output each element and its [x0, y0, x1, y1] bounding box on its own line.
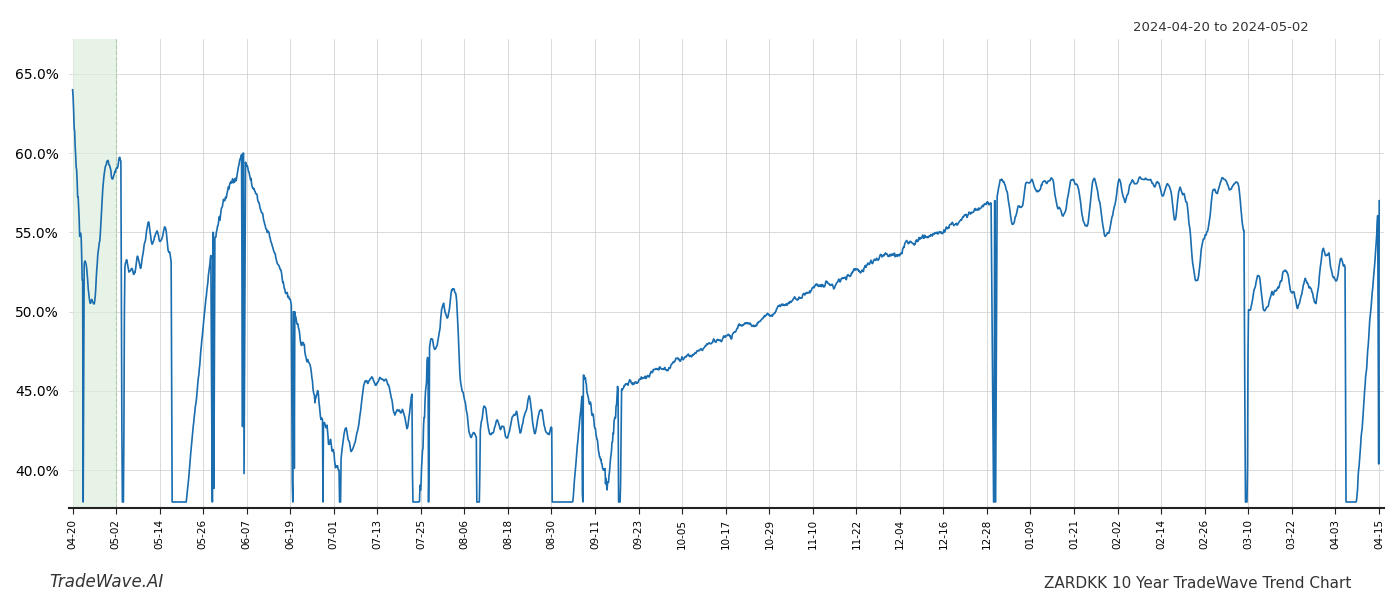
Text: ZARDKK 10 Year TradeWave Trend Chart: ZARDKK 10 Year TradeWave Trend Chart	[1043, 576, 1351, 591]
Bar	[73, 39, 116, 508]
Text: 2024-04-20 to 2024-05-02: 2024-04-20 to 2024-05-02	[1133, 21, 1309, 34]
Text: TradeWave.AI: TradeWave.AI	[49, 573, 164, 591]
